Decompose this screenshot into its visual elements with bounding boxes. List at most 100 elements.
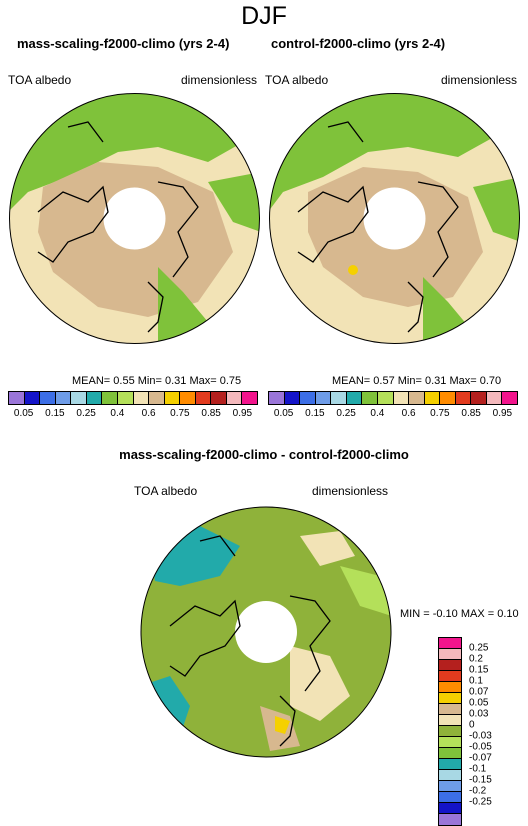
panel-3-title: mass-scaling-f2000-climo - control-f2000… — [119, 447, 409, 462]
panel-1-mean-value: 0.55 — [113, 375, 135, 387]
colorbar-swatch — [486, 392, 503, 404]
colorbar-tick-label: 0.05 — [273, 408, 294, 419]
colorbar-tick-label: 0.95 — [492, 408, 513, 419]
colorbar-tick-label: 0.07 — [469, 686, 489, 698]
panel-2-colorbar — [268, 391, 518, 405]
colorbar-swatch — [40, 392, 56, 404]
panel-2-mean-value: 0.57 — [373, 375, 395, 387]
colorbar-tick-label: -0.25 — [469, 796, 492, 808]
colorbar-swatch — [439, 770, 461, 781]
colorbar-tick-label: -0.07 — [469, 752, 492, 764]
colorbar-swatch — [439, 726, 461, 737]
panel-2-min-value: 0.31 — [424, 375, 447, 387]
colorbar-tick-label: 0.15 — [305, 408, 325, 419]
colorbar-swatch — [284, 392, 301, 404]
colorbar-swatch — [242, 392, 257, 404]
colorbar-tick-label: 0.4 — [370, 408, 385, 419]
colorbar-swatch — [269, 392, 285, 404]
colorbar-tick-label: 0.25 — [336, 408, 356, 419]
colorbar-swatch — [9, 392, 25, 404]
panel-3-polar-map — [140, 506, 392, 758]
colorbar-swatch — [346, 392, 363, 404]
colorbar-tick-label: 0.6 — [401, 408, 416, 419]
colorbar-swatch — [300, 392, 316, 404]
colorbar-tick-label: -0.05 — [469, 741, 492, 753]
colorbar-tick-label: 0.95 — [232, 408, 253, 419]
colorbar-tick-label: 0.75 — [430, 408, 450, 419]
panel-1-max-label: Max= — [189, 375, 217, 387]
colorbar-tick-label: 0.4 — [110, 408, 125, 419]
colorbar-tick-label: 0 — [469, 719, 475, 731]
colorbar-swatch — [439, 660, 461, 671]
colorbar-tick-label: -0.1 — [469, 763, 487, 775]
colorbar-swatch — [211, 392, 227, 404]
colorbar-tick-label: 0.6 — [141, 408, 156, 419]
colorbar-swatch — [71, 392, 87, 404]
colorbar-swatch — [409, 392, 425, 404]
colorbar-swatch — [86, 392, 103, 404]
colorbar-swatch — [455, 392, 472, 404]
colorbar-tick-label: 0.1 — [469, 675, 483, 687]
colorbar-tick-label: 0.03 — [469, 708, 489, 720]
colorbar-tick-label: -0.15 — [469, 774, 492, 786]
colorbar-swatch — [439, 693, 461, 704]
colorbar-swatch — [331, 392, 347, 404]
colorbar-tick-label: -0.03 — [469, 730, 492, 742]
colorbar-swatch — [195, 392, 212, 404]
panel-3-variable-label: TOA albedo — [134, 484, 198, 498]
panel-3-minmax: MIN = -0.10 MAX = 0.10 — [400, 608, 519, 620]
colorbar-tick-label: 0.05 — [469, 697, 489, 709]
panel-1-units-label: dimensionless — [181, 73, 258, 87]
panel-2-min-label: Min= — [397, 375, 422, 387]
panel-2-units-label: dimensionless — [441, 73, 518, 87]
colorbar-swatch — [440, 392, 456, 404]
colorbar-swatch — [439, 715, 461, 726]
panel-2-variable-label: TOA albedo — [265, 73, 329, 87]
colorbar-swatch — [439, 649, 461, 660]
colorbar-swatch — [439, 781, 461, 792]
panel-1-min-label: Min= — [137, 375, 162, 387]
colorbar-swatch — [55, 392, 72, 404]
panel-1-mean-label: MEAN= — [72, 375, 111, 387]
colorbar-tick-label: 0.85 — [201, 408, 221, 419]
colorbar-swatch — [439, 792, 461, 803]
colorbar-swatch — [439, 803, 461, 814]
colorbar-tick-label: 0.85 — [461, 408, 481, 419]
colorbar-swatch — [164, 392, 181, 404]
colorbar-swatch — [439, 759, 461, 770]
panel-1-max-value: 0.75 — [219, 375, 242, 387]
panel-2-title: control-f2000-climo (yrs 2-4) — [271, 36, 446, 51]
colorbar-tick-label: 0.05 — [13, 408, 34, 419]
colorbar-swatch — [362, 392, 378, 404]
colorbar-swatch — [24, 392, 41, 404]
colorbar-swatch — [180, 392, 196, 404]
colorbar-swatch — [102, 392, 118, 404]
colorbar-swatch — [226, 392, 243, 404]
colorbar-swatch — [439, 814, 461, 825]
figure-title: DJF — [241, 2, 287, 30]
colorbar-tick-label: 0.25 — [469, 642, 489, 654]
panel-1-min-value: 0.31 — [164, 375, 187, 387]
panel-2-mean-label: MEAN= — [332, 375, 371, 387]
colorbar-tick-label: -0.2 — [469, 785, 487, 797]
panel-1-variable-label: TOA albedo — [8, 73, 72, 87]
colorbar-tick-label: 0.15 — [469, 664, 489, 676]
colorbar-swatch — [502, 392, 517, 404]
panel-1-title: mass-scaling-f2000-climo (yrs 2-4) — [17, 36, 230, 51]
colorbar-swatch — [439, 748, 461, 759]
colorbar-swatch — [439, 638, 461, 649]
colorbar-swatch — [439, 682, 461, 693]
panel-1-polar-map — [9, 93, 260, 344]
colorbar-swatch — [439, 704, 461, 715]
colorbar-swatch — [117, 392, 134, 404]
colorbar-tick-label: 0.75 — [170, 408, 190, 419]
panel-3-units-label: dimensionless — [312, 484, 389, 498]
colorbar-swatch — [471, 392, 487, 404]
panel-2-polar-map — [269, 93, 520, 344]
panel-2-stats: MEAN= 0.57 Min= 0.31 Max= 0.70 — [332, 375, 501, 387]
panel-3-colorbar — [438, 637, 462, 826]
panel-1-colorbar — [8, 391, 258, 405]
colorbar-swatch — [315, 392, 332, 404]
panel-1-stats: MEAN= 0.55 Min= 0.31 Max= 0.75 — [72, 375, 241, 387]
panel-2-max-label: Max= — [449, 375, 477, 387]
